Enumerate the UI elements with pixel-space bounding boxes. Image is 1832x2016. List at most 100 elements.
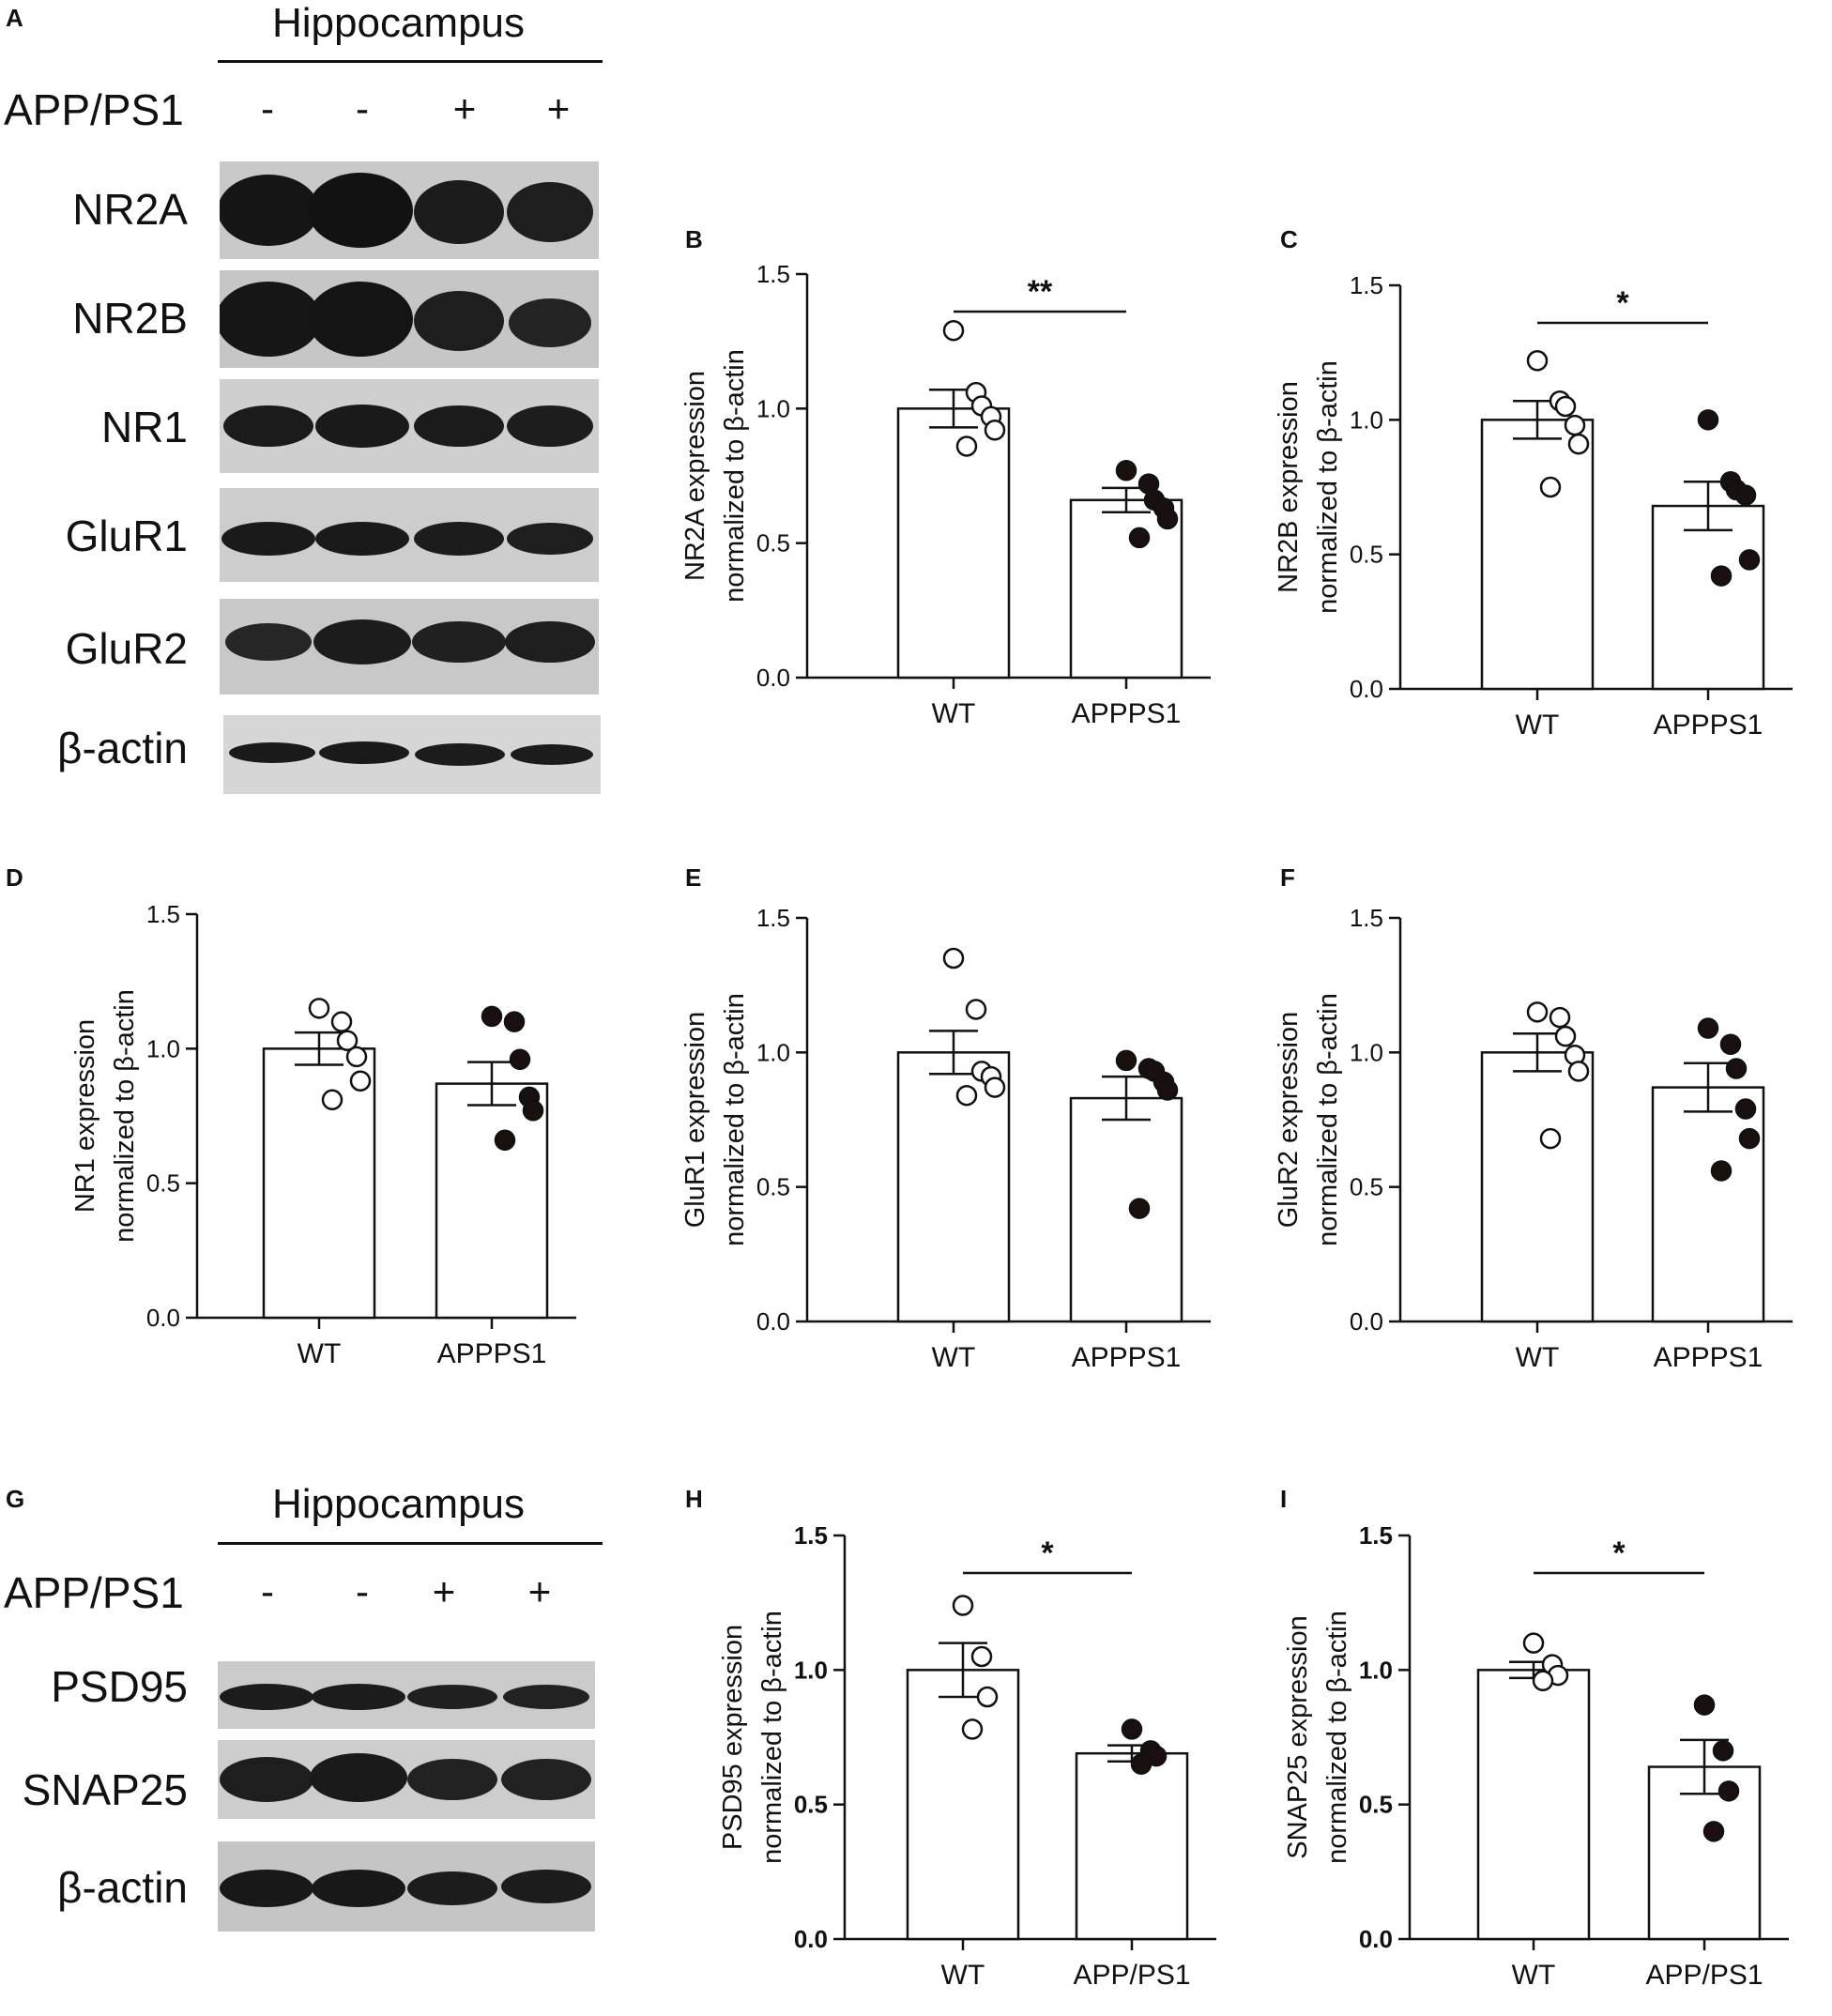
d-point-1-1: [503, 1011, 526, 1032]
blot-g-label-psd95: PSD95: [51, 1662, 188, 1711]
e-bar-1: [1069, 1096, 1183, 1323]
f-point-0-1: [1549, 1006, 1571, 1029]
blot-g-label-snap25: SNAP25: [22, 1765, 188, 1814]
d-point-1-2: [509, 1048, 531, 1071]
panel-letter-h: H: [685, 1485, 703, 1513]
blot-strip-nr1: [220, 379, 599, 473]
c-significance-label: *: [1616, 285, 1629, 321]
panel-letter-i: I: [1280, 1485, 1288, 1513]
blot-g-sign-4: +: [527, 1569, 552, 1613]
panel-letter-e: E: [685, 863, 702, 892]
blot-strip-bactin-g: [218, 1841, 595, 1932]
f-y-label: normalized to β-actin: [1313, 993, 1343, 1246]
d-point-0-4: [349, 1070, 372, 1092]
e-y-tick-label: 1.5: [756, 904, 790, 932]
e-x-tick-label-0: WT: [932, 1342, 976, 1373]
b-y-label: normalized to β-actin: [720, 349, 750, 603]
e-y-tick-label: 0.0: [756, 1307, 790, 1336]
blot-a-sign-1: -: [261, 86, 274, 130]
f-point-0-0: [1526, 1001, 1549, 1023]
i-point-0-0: [1522, 1632, 1545, 1654]
blot-a-title: Hippocampus: [272, 0, 526, 46]
e-point-0-4: [984, 1077, 1006, 1098]
blot-a-label-glur1: GluR1: [65, 512, 188, 560]
h-point-0-2: [976, 1686, 999, 1708]
d-point-0-5: [321, 1089, 344, 1111]
c-y-label: normalized to β-actin: [1313, 360, 1343, 614]
i-bar-1: [1647, 1765, 1762, 1941]
f-x-tick-label-1: APPPS1: [1654, 1342, 1763, 1373]
c-point-1-3: [1734, 484, 1757, 506]
blot-a-row-header: APP/PS1: [4, 85, 184, 134]
blot-g-title: Hippocampus: [272, 1481, 526, 1527]
d-y-tick-label: 0.5: [146, 1169, 180, 1198]
i-point-1-2: [1718, 1780, 1740, 1802]
chart-e: 0.0 0.5 1.0 1.5 GluR1 expression normalized t…: [680, 904, 1211, 1373]
h-x-tick-label-1: APP/PS1: [1073, 1960, 1190, 1991]
h-point-0-0: [952, 1595, 974, 1616]
h-significance-label: *: [1041, 1535, 1054, 1571]
blot-g-sign-1: -: [261, 1569, 274, 1613]
c-y-tick-label: 0.5: [1350, 541, 1383, 569]
i-y-tick-label: 1.5: [1359, 1521, 1393, 1550]
blot-strip-glur2: [220, 599, 599, 695]
f-bar-1: [1651, 1086, 1765, 1323]
b-y-tick-label: 1.0: [756, 394, 790, 422]
blot-a-label-nr2a: NR2A: [72, 185, 188, 234]
f-point-0-5: [1539, 1127, 1562, 1150]
chart-f: 0.0 0.5 1.0 1.5 GluR2 expression normalized t…: [1274, 904, 1793, 1373]
i-point-0-3: [1532, 1670, 1554, 1692]
f-point-1-5: [1710, 1160, 1733, 1182]
e-point-1-4: [1156, 1079, 1179, 1101]
d-point-0-1: [330, 1011, 353, 1032]
blot-a-label-bactin: β-actin: [57, 724, 188, 772]
d-point-0-2: [336, 1030, 359, 1051]
f-y-tick-label: 1.0: [1350, 1038, 1383, 1066]
chart-b: 0.0 0.5 1.0 1.5 NR2A expression normalized to…: [680, 260, 1211, 729]
c-point-1-0: [1697, 409, 1719, 431]
e-point-1-0: [1115, 1049, 1137, 1072]
e-point-0-5: [955, 1084, 978, 1107]
e-y-tick-label: 0.5: [756, 1173, 790, 1201]
e-point-0-0: [942, 947, 965, 970]
c-point-0-3: [1564, 414, 1586, 436]
c-point-1-4: [1738, 549, 1761, 571]
b-point-1-0: [1115, 460, 1137, 481]
d-point-1-4: [522, 1100, 544, 1122]
blot-strip-snap25: [218, 1740, 595, 1819]
f-y-tick-label: 0.5: [1350, 1173, 1383, 1201]
d-point-1-0: [481, 1005, 503, 1028]
b-bar-0: [896, 407, 1011, 680]
e-y-label: normalized to β-actin: [720, 993, 750, 1246]
h-x-tick-label-0: WT: [941, 1960, 985, 1991]
blot-a-sign-4: +: [546, 86, 571, 130]
b-point-1-4: [1156, 508, 1179, 530]
blot-a-sign-2: -: [356, 86, 369, 130]
f-point-1-1: [1719, 1033, 1742, 1055]
i-point-1-0: [1693, 1694, 1716, 1716]
i-point-1-3: [1702, 1821, 1725, 1842]
c-point-0-2: [1554, 395, 1577, 418]
h-y-tick-label: 1.0: [794, 1656, 828, 1684]
b-significance-label: **: [1028, 274, 1053, 310]
b-bar-1: [1069, 498, 1183, 680]
chart-i: 0.0 0.5 1.0 1.5 SNAP25 expression normalized …: [1283, 1521, 1789, 1991]
panel-letter-c: C: [1280, 225, 1298, 253]
i-significance-label: *: [1612, 1535, 1626, 1571]
f-y-tick-label: 0.0: [1350, 1307, 1383, 1336]
d-point-0-0: [308, 998, 330, 1019]
blot-strip-glur1: [220, 488, 599, 582]
panel-letter-g: G: [6, 1485, 25, 1513]
i-x-tick-label-0: WT: [1512, 1960, 1556, 1991]
blot-strip-psd95: [218, 1661, 595, 1729]
chart-c: 0.0 0.5 1.0 1.5 NR2B expression normalized to…: [1274, 271, 1793, 741]
blot-g-sign-2: -: [356, 1569, 369, 1613]
panel-letter-d: D: [6, 863, 23, 892]
d-x-tick-label-0: WT: [298, 1338, 342, 1369]
blot-g-row-header: APP/PS1: [4, 1568, 184, 1617]
b-point-0-0: [942, 319, 965, 342]
panel-letter-a: A: [6, 4, 23, 32]
blot-g-sign-3: +: [432, 1569, 456, 1613]
panel-letter-b: B: [685, 225, 703, 253]
panel-letter-f: F: [1280, 863, 1295, 892]
